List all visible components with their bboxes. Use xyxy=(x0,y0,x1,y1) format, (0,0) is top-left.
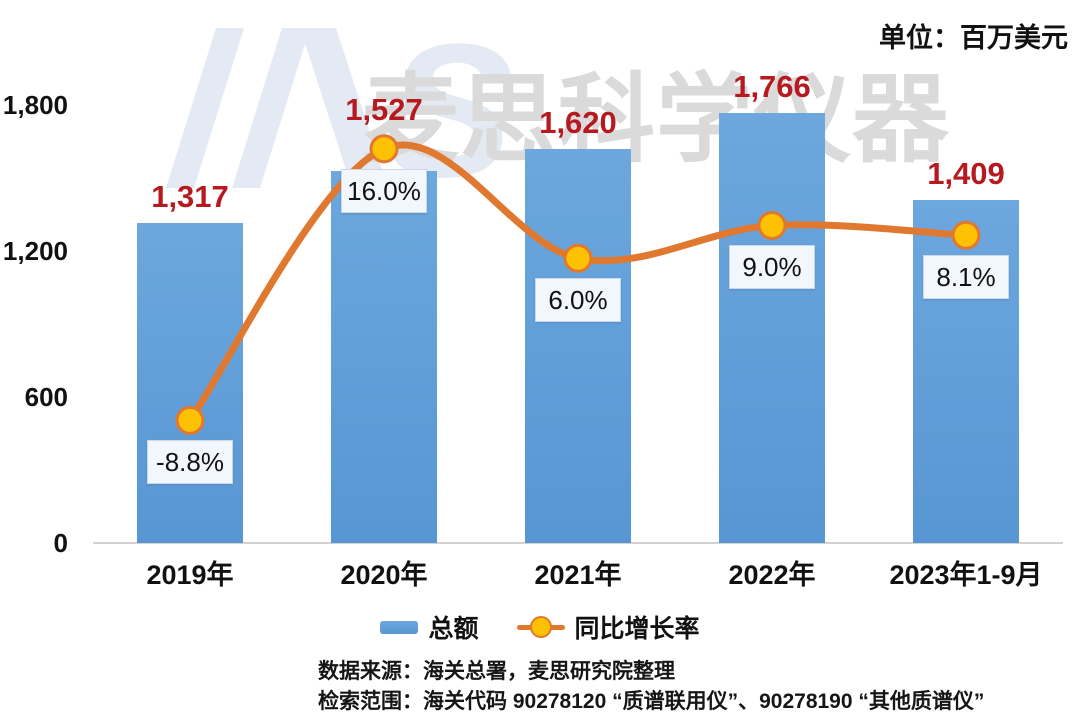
x-axis-label: 2019年 xyxy=(146,560,234,590)
growth-rate-label: 8.1% xyxy=(923,255,1009,300)
growth-rate-label: 16.0% xyxy=(341,168,427,213)
legend: 总额 同比增长率 xyxy=(0,609,1080,645)
bar xyxy=(719,113,825,543)
bar-value-label: 1,409 xyxy=(927,156,1005,192)
legend-line-swatch-icon xyxy=(516,614,565,640)
y-axis-tick-label: 0 xyxy=(53,528,68,558)
bar-value-label: 1,317 xyxy=(151,178,229,214)
growth-rate-label: 9.0% xyxy=(729,245,815,290)
x-axis-label: 2022年 xyxy=(728,560,816,590)
bar-value-label: 1,620 xyxy=(539,104,617,140)
watermark-ms-logo: S xyxy=(138,5,513,217)
bar-value-label: 1,766 xyxy=(733,69,811,105)
footer-notes: 数据来源：海关总署，麦思研究院整理 检索范围：海关代码 90278120 “质谱… xyxy=(318,657,984,717)
bar xyxy=(137,222,243,543)
legend-bar-swatch-icon xyxy=(380,620,419,634)
legend-line-marker-icon xyxy=(529,616,552,638)
legend-line-label: 同比增长率 xyxy=(574,615,700,643)
growth-rate-label: -8.8% xyxy=(147,440,233,485)
footer-data-source: 数据来源：海关总署，麦思研究院整理 xyxy=(318,660,675,683)
bar xyxy=(331,171,437,543)
x-axis-label: 2023年1-9月 xyxy=(889,560,1043,590)
x-axis-label: 2021年 xyxy=(534,560,622,590)
x-axis-line xyxy=(93,542,1063,544)
growth-rate-label: 6.0% xyxy=(535,278,621,323)
legend-bar-label: 总额 xyxy=(428,615,479,643)
bar xyxy=(525,148,631,543)
y-axis-tick-label: 1,800 xyxy=(2,90,68,120)
ms-logo-icon: S xyxy=(166,5,513,217)
bar xyxy=(913,200,1019,543)
x-axis-label: 2020年 xyxy=(340,560,428,590)
y-axis-tick-label: 1,200 xyxy=(2,236,68,266)
y-axis-tick-label: 600 xyxy=(24,382,68,412)
footer-search-scope: 检索范围：海关代码 90278120 “质谱联用仪”、90278190 “其他质… xyxy=(318,690,985,713)
bar-value-label: 1,527 xyxy=(345,91,423,127)
unit-label: 单位：百万美元 xyxy=(879,23,1068,53)
